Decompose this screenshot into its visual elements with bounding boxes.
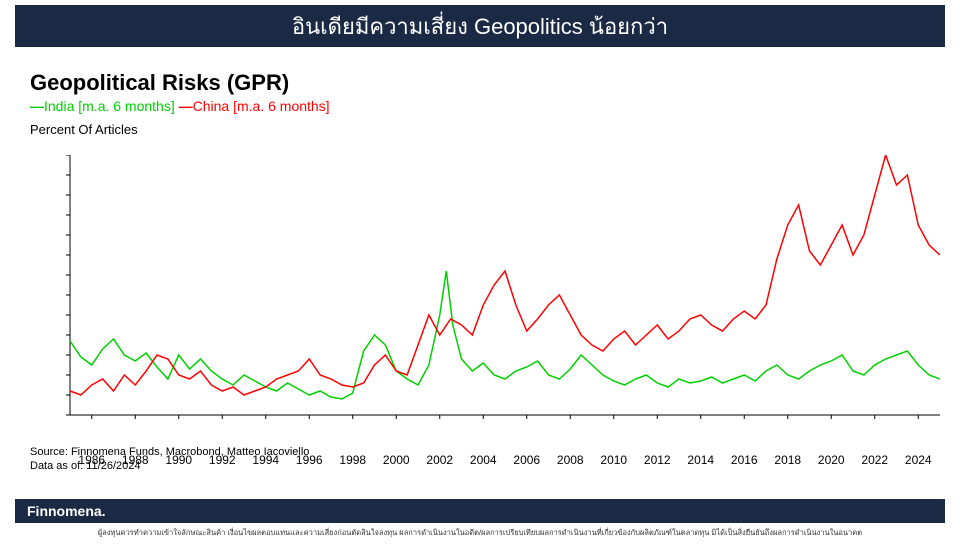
x-tick-label: 2020 bbox=[818, 453, 845, 467]
line-chart-svg bbox=[30, 155, 940, 425]
plot-container: 0.00.10.20.30.40.50.60.70.80.91.01.11.21… bbox=[30, 155, 940, 435]
legend-item-china: —China [m.a. 6 months] bbox=[179, 98, 330, 114]
chart-legend: —India [m.a. 6 months] —China [m.a. 6 mo… bbox=[30, 98, 940, 114]
legend-dash-china: — bbox=[179, 98, 193, 114]
x-tick-label: 2000 bbox=[383, 453, 410, 467]
header-title: อินเดียมีความเสี่ยง Geopolitics น้อยกว่า bbox=[292, 9, 668, 44]
x-tick-label: 2002 bbox=[426, 453, 453, 467]
yaxis-title: Percent Of Articles bbox=[30, 122, 940, 137]
legend-dash-india: — bbox=[30, 98, 44, 114]
legend-label-china: China [m.a. 6 months] bbox=[193, 98, 330, 114]
source-line-1: Source: Finnomena Funds, Macrobond, Matt… bbox=[30, 445, 309, 459]
x-tick-label: 2008 bbox=[557, 453, 584, 467]
x-tick-label: 2010 bbox=[600, 453, 627, 467]
x-tick-label: 2018 bbox=[774, 453, 801, 467]
footer: Finnomena. ผู้ลงทุนควรทำความเข้าใจลักษณะ… bbox=[0, 499, 960, 545]
legend-label-india: India [m.a. 6 months] bbox=[44, 98, 175, 114]
x-tick-label: 2014 bbox=[687, 453, 714, 467]
x-tick-label: 2022 bbox=[861, 453, 888, 467]
x-tick-label: 2024 bbox=[905, 453, 932, 467]
chart-title: Geopolitical Risks (GPR) bbox=[30, 70, 940, 96]
chart-area: Geopolitical Risks (GPR) —India [m.a. 6 … bbox=[30, 70, 940, 137]
x-tick-label: 2006 bbox=[513, 453, 540, 467]
legend-item-india: —India [m.a. 6 months] bbox=[30, 98, 179, 114]
header-bar: อินเดียมีความเสี่ยง Geopolitics น้อยกว่า bbox=[15, 5, 945, 47]
source-line-2: Data as of: 11/26/2024 bbox=[30, 459, 309, 473]
disclaimer-text: ผู้ลงทุนควรทำความเข้าใจลักษณะสินค้า เงื่… bbox=[0, 523, 960, 545]
x-tick-label: 2004 bbox=[470, 453, 497, 467]
x-tick-label: 1998 bbox=[339, 453, 366, 467]
x-tick-label: 2012 bbox=[644, 453, 671, 467]
footer-bar: Finnomena. bbox=[15, 499, 945, 523]
footer-logo: Finnomena. bbox=[27, 503, 106, 519]
x-tick-label: 2016 bbox=[731, 453, 758, 467]
source-block: Source: Finnomena Funds, Macrobond, Matt… bbox=[30, 445, 309, 474]
